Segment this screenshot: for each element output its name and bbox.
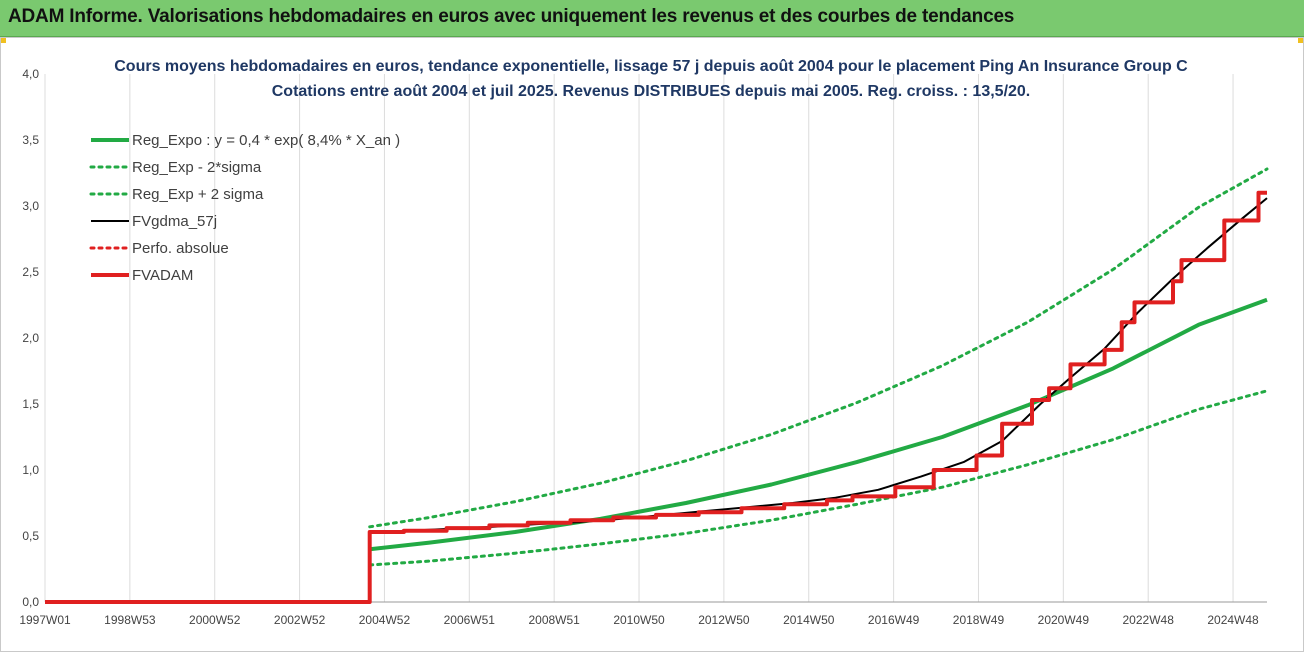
x-tick-label: 2008W51 [528, 613, 580, 627]
x-tick-label: 2010W50 [613, 613, 665, 627]
y-tick-label: 1,5 [22, 397, 39, 411]
x-tick-label: 2012W50 [698, 613, 750, 627]
x-tick-label: 2000W52 [189, 613, 241, 627]
series-line-1 [368, 389, 1269, 567]
x-tick-label: 1998W53 [104, 613, 156, 627]
y-tick-label: 2,5 [22, 265, 39, 279]
legend-label: Perfo. absolue [132, 240, 229, 257]
series-line-5 [45, 190, 1267, 604]
x-tick-label: 2002W52 [274, 613, 326, 627]
frame-corner-marker [1298, 37, 1304, 43]
x-tick-label: 2006W51 [444, 613, 496, 627]
x-tick-label: 2018W49 [953, 613, 1005, 627]
legend-label: Reg_Expo : y = 0,4 * exp( 8,4% * X_an ) [132, 132, 400, 149]
chart-subtitle: Cotations entre août 2004 et juil 2025. … [272, 83, 1031, 100]
frame-corner-marker [0, 37, 6, 43]
line-chart: 1997W01 1998W53 2000W52 2002W52 2004W52 2006W… [19, 58, 1269, 627]
y-tick-label: 0,0 [22, 595, 39, 609]
x-tick-label: 2024W48 [1207, 613, 1259, 627]
x-tick-label: 1997W01 [19, 613, 71, 627]
x-tick-label: 2020W49 [1038, 613, 1090, 627]
legend-label: FVgdma_57j [132, 213, 217, 230]
legend-label: Reg_Exp - 2*sigma [132, 159, 262, 176]
y-tick-label: 4,0 [22, 67, 39, 81]
y-tick-label: 0,5 [22, 529, 39, 543]
report-header-bar: ADAM Informe. Valorisations hebdomadaire… [0, 0, 1304, 37]
chart-frame: 1997W01 1998W53 2000W52 2002W52 2004W52 2006W… [0, 37, 1304, 652]
x-tick-label: 2022W48 [1123, 613, 1175, 627]
y-tick-label: 1,0 [22, 463, 39, 477]
x-tick-label: 2016W49 [868, 613, 920, 627]
chart-axes: 1997W01 1998W53 2000W52 2002W52 2004W52 2006W… [19, 67, 1267, 627]
chart-legend: Reg_Expo : y = 0,4 * exp( 8,4% * X_an ) R… [89, 132, 400, 284]
series-line-0 [369, 297, 1268, 552]
chart-title: Cours moyens hebdomadaires en euros, ten… [114, 58, 1188, 75]
legend-label: FVADAM [132, 267, 193, 284]
x-tick-label: 2004W52 [359, 613, 411, 627]
series-line-3 [45, 197, 1268, 603]
y-tick-label: 3,0 [22, 199, 39, 213]
report-title: ADAM Informe. Valorisations hebdomadaire… [8, 6, 1015, 27]
series-line-2 [368, 167, 1269, 529]
y-tick-label: 2,0 [22, 331, 39, 345]
y-tick-label: 3,5 [22, 133, 39, 147]
legend-label: Reg_Exp + 2 sigma [132, 186, 264, 203]
chart-gridlines [44, 74, 1234, 602]
x-tick-label: 2014W50 [783, 613, 835, 627]
chart-titles: Cours moyens hebdomadaires en euros, ten… [114, 58, 1188, 100]
chart-series-layer [45, 167, 1269, 604]
